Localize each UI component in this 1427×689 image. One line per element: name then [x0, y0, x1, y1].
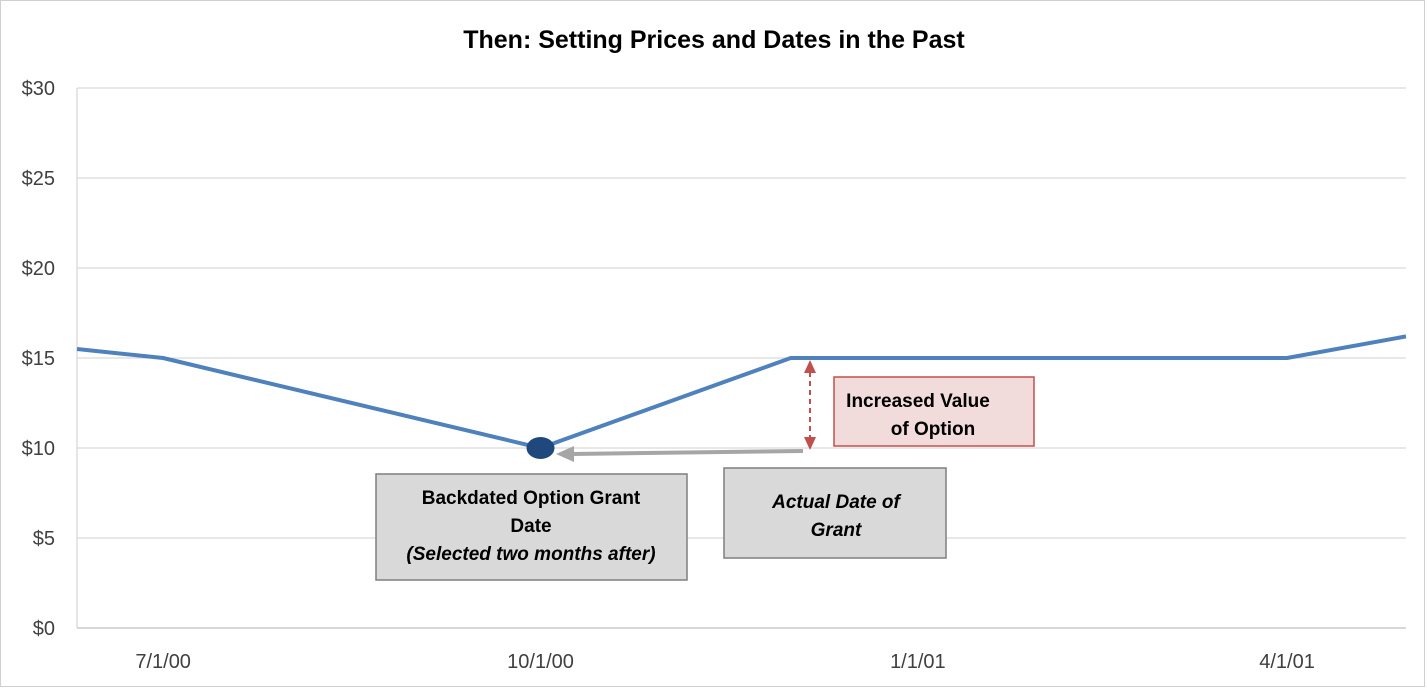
series-layer [76, 334, 1407, 450]
x-tick-label: 7/1/00 [135, 651, 191, 673]
backdated-grant-box: Backdated Option Grant Date (Selected tw… [375, 473, 688, 581]
y-tick-label: $25 [22, 168, 55, 190]
y-tick-label: $15 [22, 348, 55, 370]
actual-line1: Actual Date of [771, 492, 901, 513]
x-tick-label: 10/1/00 [507, 651, 574, 673]
x-tick-label: 1/1/01 [890, 651, 946, 673]
y-tick-label: $30 [22, 78, 55, 100]
backdated-line2: Date [510, 516, 551, 537]
y-tick-label: $5 [33, 528, 55, 550]
y-tick-label: $10 [22, 438, 55, 460]
x-axis-ticks: 7/1/00 10/1/00 1/1/01 4/1/01 [135, 651, 1315, 673]
y-tick-label: $0 [33, 618, 55, 640]
increased-value-line1: Increased Value [846, 391, 990, 412]
backdated-line1: Backdated Option Grant [422, 488, 641, 509]
backdated-line3: (Selected two months after) [406, 544, 655, 565]
backdate-arrow [556, 446, 804, 462]
value-increase-arrow [804, 360, 816, 450]
increased-value-line2: of Option [891, 419, 975, 440]
chart-title: Then: Setting Prices and Dates in the Pa… [463, 26, 965, 54]
backdated-grant-marker [526, 437, 555, 459]
increased-value-box: Increased Value of Option [833, 376, 1035, 447]
actual-grant-box: Actual Date of Grant [723, 467, 947, 559]
marker-layer [526, 437, 555, 459]
y-axis-ticks: $0 $5 $10 $15 $20 $25 $30 [22, 78, 55, 640]
x-tick-label: 4/1/01 [1259, 651, 1315, 673]
actual-line2: Grant [811, 520, 862, 541]
price-line [76, 334, 1407, 450]
y-tick-label: $20 [22, 258, 55, 280]
